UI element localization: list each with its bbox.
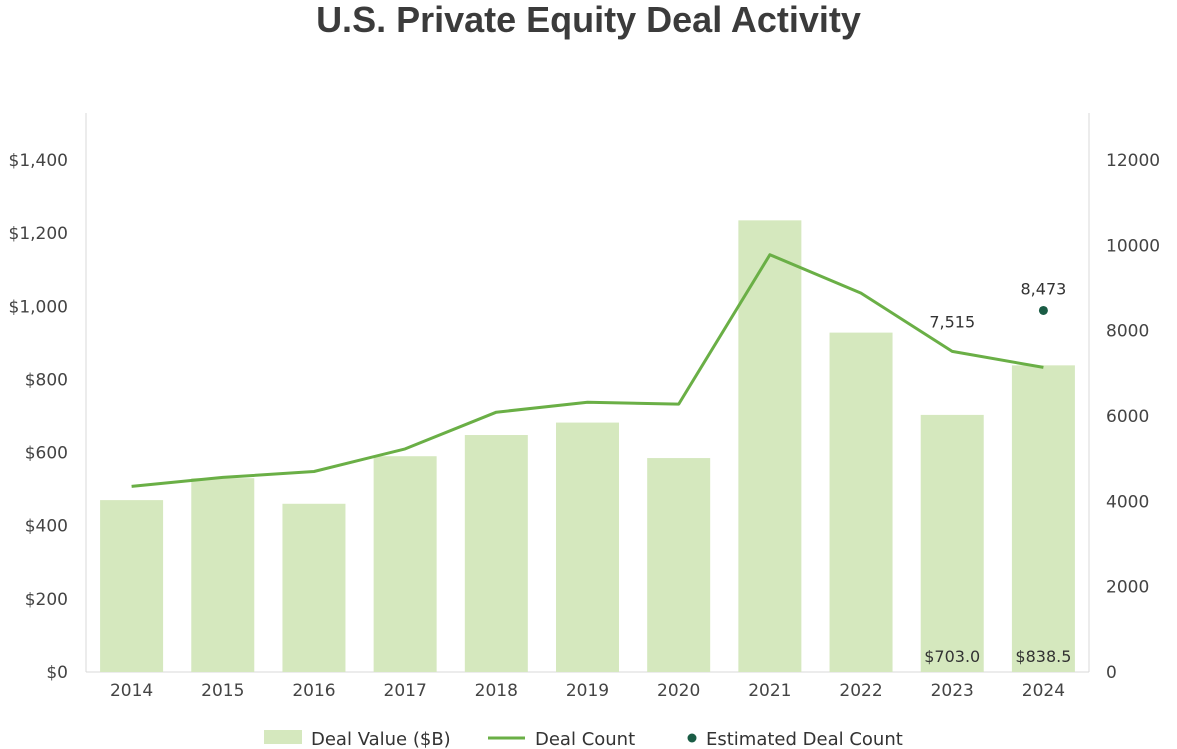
left-tick-label: $200 <box>25 590 68 610</box>
bar-2018 <box>464 435 528 672</box>
x-tick-label: 2017 <box>384 681 427 701</box>
right-tick-label: 0 <box>1106 663 1117 683</box>
estimated-points <box>1038 305 1048 315</box>
bar-2023 <box>920 414 984 672</box>
chart-title: U.S. Private Equity Deal Activity <box>316 0 861 40</box>
right-tick-label: 2000 <box>1106 578 1149 598</box>
left-tick-label: $1,400 <box>9 151 68 171</box>
x-tick-label: 2018 <box>475 681 518 701</box>
right-tick-label: 10000 <box>1106 236 1160 256</box>
legend-swatch-estimated-deal-count <box>687 733 697 743</box>
legend-label-deal-value: Deal Value ($B) <box>311 729 451 749</box>
bar-2019 <box>556 422 619 672</box>
left-tick-label: $800 <box>25 370 68 390</box>
bar-2015 <box>191 478 255 672</box>
left-tick-label: $1,200 <box>9 224 68 244</box>
x-tick-label: 2022 <box>839 681 882 701</box>
left-tick-label: $400 <box>25 517 68 537</box>
legend: Deal Value ($B) Deal Count Estimated Deal … <box>264 729 903 749</box>
x-tick-label: 2024 <box>1022 681 1065 701</box>
bar-2022 <box>829 332 893 672</box>
x-tick-label: 2019 <box>566 681 609 701</box>
left-tick-label: $0 <box>46 663 68 683</box>
legend-label-estimated-deal-count: Estimated Deal Count <box>706 729 903 749</box>
data-labels: $703.0 $838.5 7,515 8,473 <box>924 279 1071 666</box>
right-tick-label: 4000 <box>1106 492 1149 512</box>
x-tick-label: 2016 <box>292 681 335 701</box>
data-label-deal-value-b-2024: $838.5 <box>1015 647 1071 666</box>
bar-2017 <box>373 456 437 672</box>
left-tick-label: $600 <box>25 444 68 464</box>
x-tick-label: 2020 <box>657 681 700 701</box>
bar-2020 <box>647 458 711 672</box>
bar-2024 <box>1011 365 1075 672</box>
deal-count-series <box>131 253 1044 488</box>
legend-swatch-deal-value <box>264 730 302 744</box>
x-tick-label: 2021 <box>748 681 791 701</box>
right-tick-label: 8000 <box>1106 322 1149 342</box>
x-tick-label: 2023 <box>931 681 974 701</box>
right-tick-label: 12000 <box>1106 151 1160 171</box>
x-tick-label: 2014 <box>110 681 153 701</box>
deal-count-line <box>131 253 1044 488</box>
data-label-deal-count-2023: 7,515 <box>929 312 975 331</box>
left-tick-label: $1,000 <box>9 297 68 317</box>
x-tick-label: 2015 <box>201 681 244 701</box>
bar-2021 <box>738 220 802 673</box>
estimated-deal-count-point-2024 <box>1038 305 1048 315</box>
bars <box>100 220 1075 673</box>
legend-label-deal-count: Deal Count <box>535 729 635 749</box>
bar-2014 <box>100 500 164 672</box>
bar-2016 <box>282 503 346 672</box>
data-label-deal-value-b-2023: $703.0 <box>924 647 980 666</box>
data-label-estimated-deal-count-2024: 8,473 <box>1021 279 1067 298</box>
right-tick-label: 6000 <box>1106 407 1149 427</box>
